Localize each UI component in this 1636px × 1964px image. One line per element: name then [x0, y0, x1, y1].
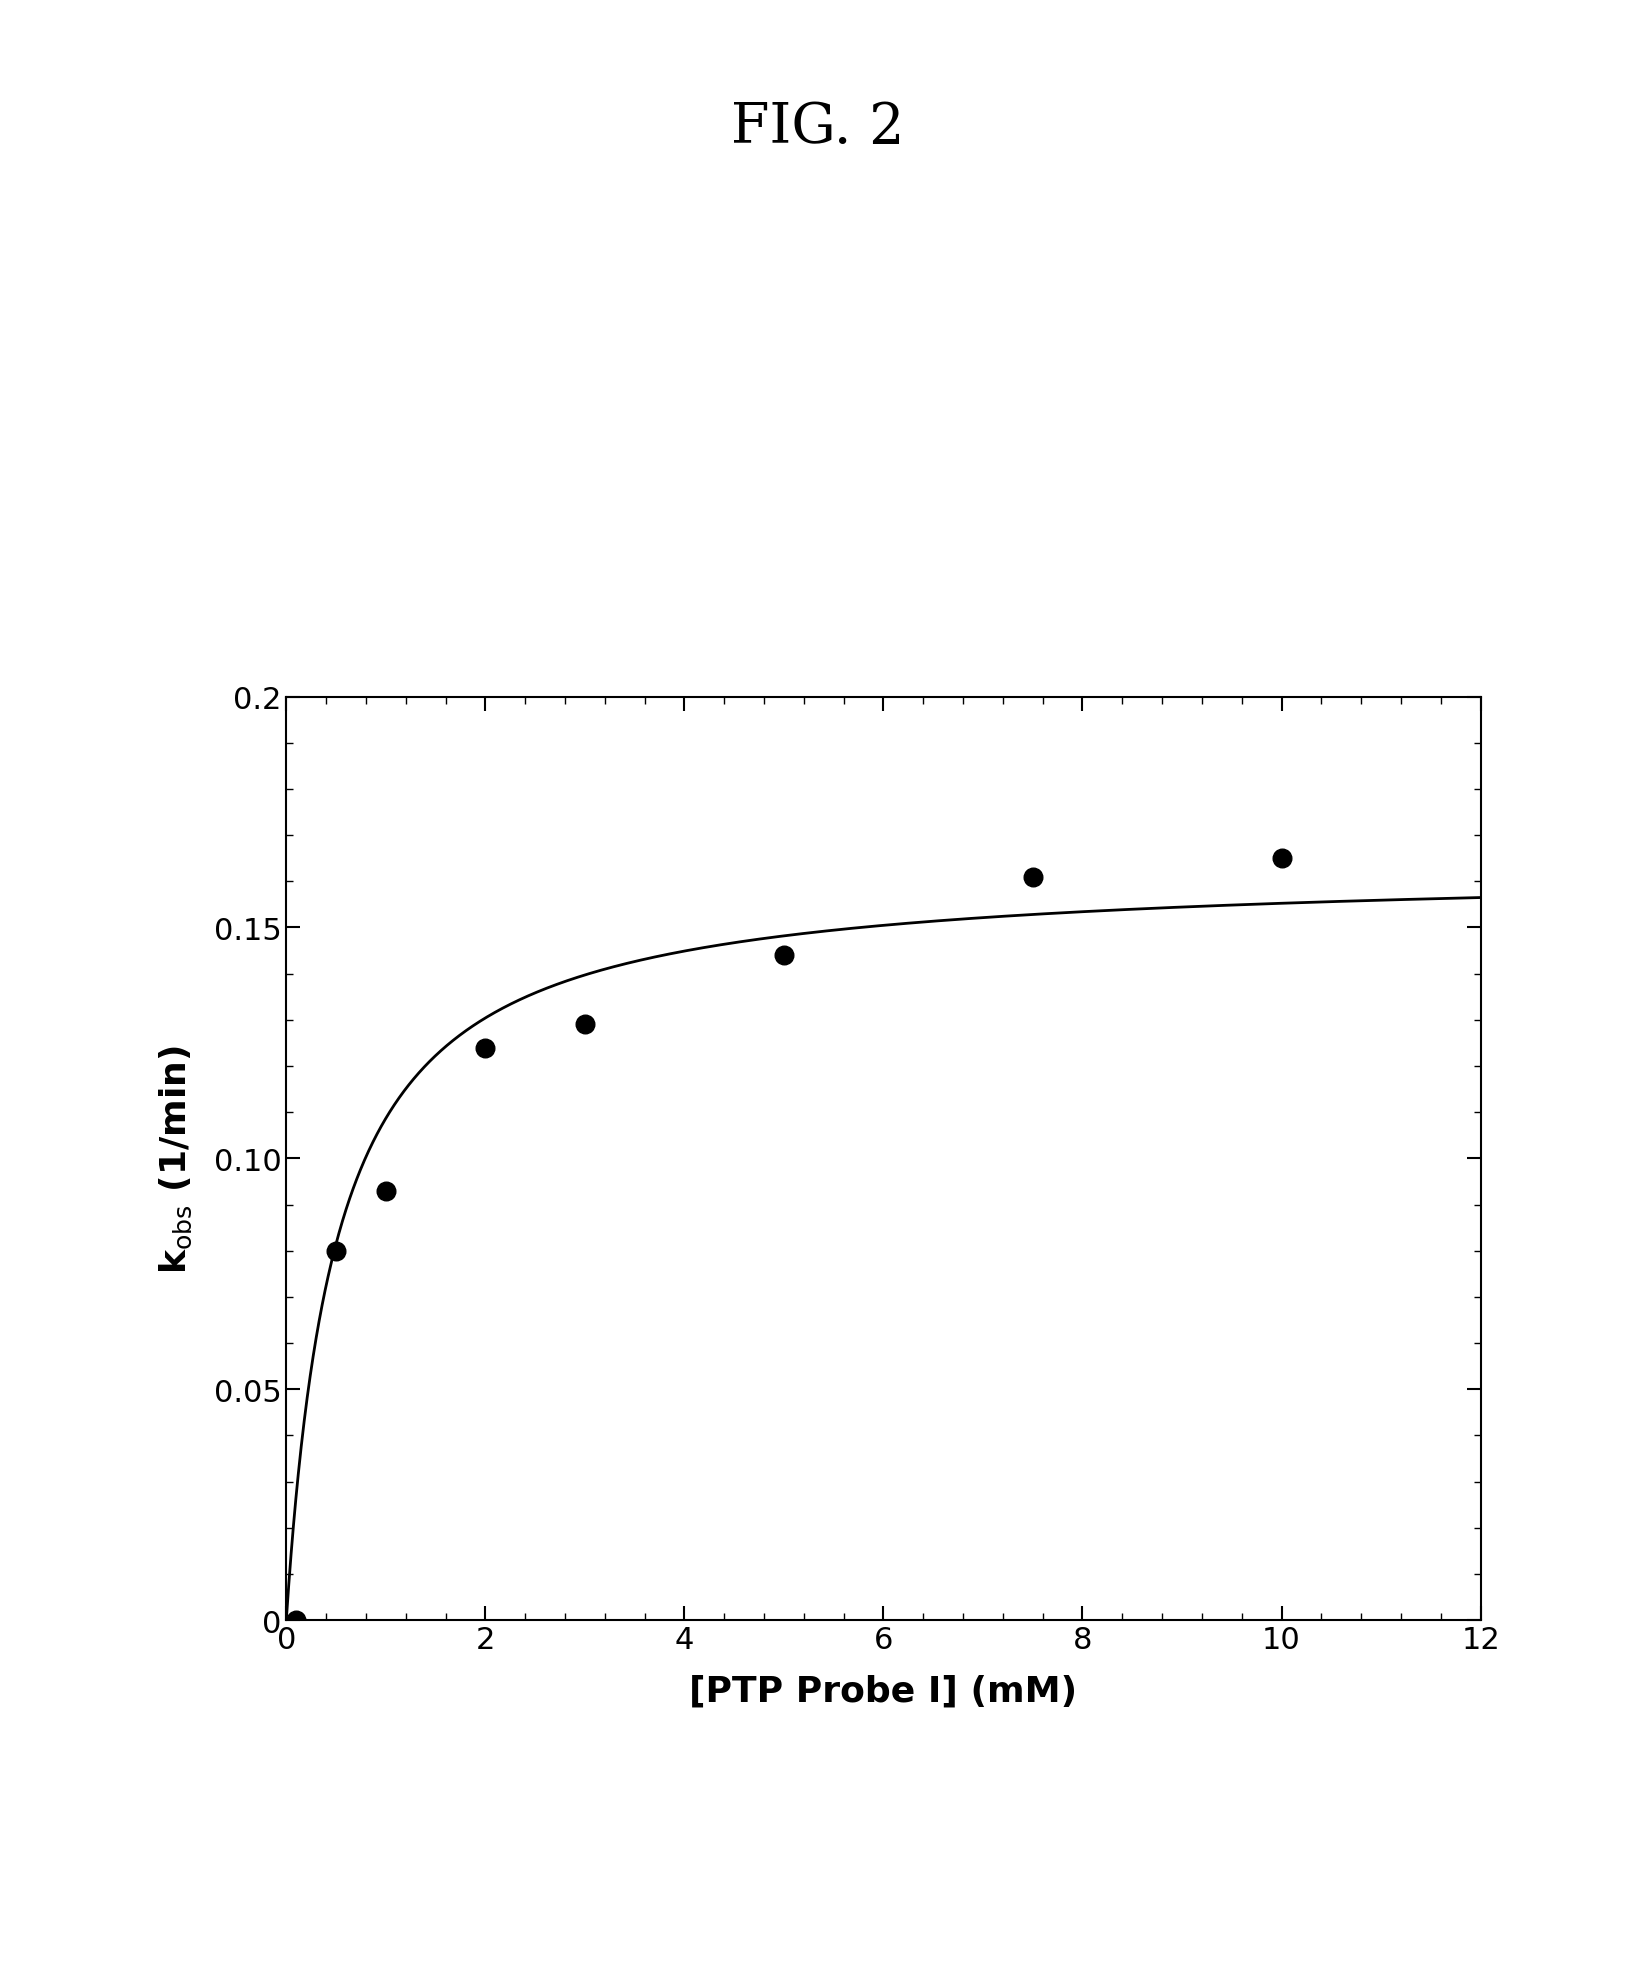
Point	[1019, 862, 1045, 894]
X-axis label: [PTP Probe I] (mM): [PTP Probe I] (mM)	[689, 1673, 1078, 1707]
Y-axis label: k$_{\rm obs}$ (1/min): k$_{\rm obs}$ (1/min)	[159, 1045, 195, 1273]
Point	[473, 1033, 499, 1064]
Point	[1268, 843, 1294, 874]
Point	[573, 1009, 599, 1041]
Text: FIG. 2: FIG. 2	[731, 100, 905, 155]
Point	[771, 941, 797, 972]
Point	[322, 1235, 348, 1267]
Point	[373, 1174, 399, 1206]
Point	[283, 1605, 309, 1636]
